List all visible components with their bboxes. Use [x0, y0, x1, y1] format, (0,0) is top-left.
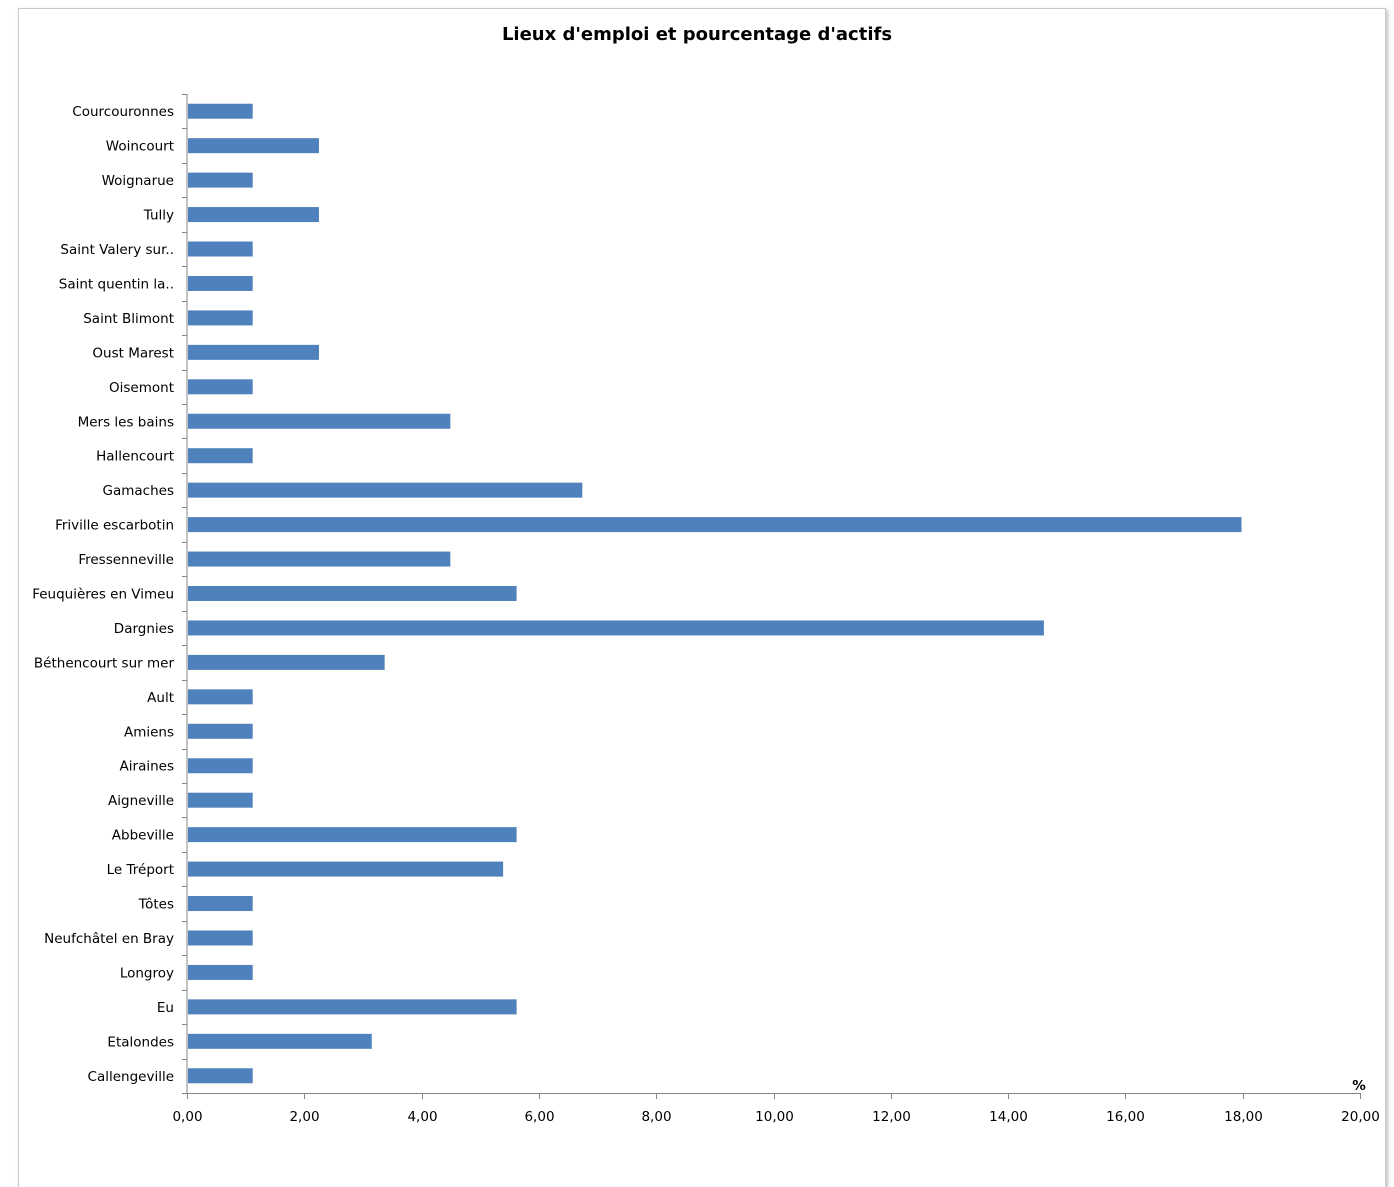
- bar: [188, 517, 1242, 533]
- bar: [188, 827, 517, 843]
- category-label: Hallencourt: [96, 449, 174, 465]
- category-label: Mers les bains: [78, 414, 174, 430]
- bar: [188, 310, 253, 326]
- bar: [188, 792, 253, 808]
- category-label: Friville escarbotin: [55, 518, 174, 534]
- category-label: Dargnies: [114, 621, 174, 637]
- category-label: Ault: [147, 690, 174, 706]
- category-label: Le Tréport: [107, 862, 174, 878]
- x-axis-unit-label: %: [1352, 1078, 1366, 1094]
- x-tick-label: 0,00: [172, 1109, 202, 1125]
- bar: [188, 586, 517, 601]
- x-tick-label: 8,00: [641, 1109, 671, 1125]
- category-label: Abbeville: [112, 828, 174, 844]
- category-label: Oisemont: [109, 380, 174, 396]
- bar: [188, 723, 253, 739]
- x-tick-label: 12,00: [872, 1109, 911, 1125]
- category-label: Courcouronnes: [72, 104, 174, 120]
- category-label: Neufchâtel en Bray: [44, 931, 174, 947]
- category-label: Oust Marest: [92, 345, 174, 361]
- category-label: Feuquières en Vimeu: [32, 587, 174, 603]
- chart-title: Lieux d'emploi et pourcentage d'actifs: [501, 24, 893, 45]
- category-label: Tully: [143, 208, 174, 224]
- category-label: Fressenneville: [78, 552, 174, 568]
- bar: [188, 379, 253, 395]
- bar: [188, 964, 253, 980]
- bar: [188, 207, 319, 223]
- bars-group: [188, 103, 1242, 1084]
- category-label: Airaines: [120, 759, 174, 775]
- category-label: Longroy: [120, 965, 174, 981]
- category-label: Callengeville: [88, 1069, 174, 1085]
- x-tick-label: 2,00: [289, 1109, 319, 1125]
- bar: [188, 413, 451, 429]
- category-labels-group: Courcouronnes Woincourt Woignarue Tully Sain…: [32, 104, 174, 1085]
- axes-group: [182, 94, 1361, 1099]
- bar: [188, 241, 253, 257]
- bar: [188, 620, 1044, 636]
- category-label: Saint Blimont: [83, 311, 174, 327]
- category-label: Woignarue: [102, 173, 174, 189]
- bar: [188, 689, 253, 705]
- category-label: Tôtes: [138, 897, 174, 913]
- bar: [188, 275, 253, 291]
- bar: [188, 654, 385, 670]
- x-tick-label: 20,00: [1341, 1109, 1380, 1125]
- x-tick-label: 16,00: [1106, 1109, 1145, 1125]
- x-tick-label: 10,00: [755, 1109, 794, 1125]
- bar: [188, 758, 253, 774]
- category-label: Béthencourt sur mer: [34, 655, 175, 671]
- x-tick-label: 18,00: [1224, 1109, 1263, 1125]
- bar: [188, 999, 517, 1015]
- category-label: Aigneville: [108, 793, 174, 809]
- x-tick-label: 14,00: [989, 1109, 1028, 1125]
- category-label: Etalondes: [107, 1034, 174, 1050]
- bar: [188, 103, 253, 119]
- bar: [188, 896, 253, 912]
- x-tick-label: 4,00: [407, 1109, 437, 1125]
- category-label: Saint quentin la..: [59, 276, 174, 292]
- category-label: Saint Valery sur..: [60, 242, 174, 258]
- bar: [188, 448, 253, 464]
- category-label: Gamaches: [103, 483, 174, 499]
- bar: [188, 861, 504, 877]
- bar: [188, 344, 319, 360]
- bar: [188, 551, 451, 567]
- x-tick-label: 6,00: [524, 1109, 554, 1125]
- tick-labels-group: 0,00 2,00 4,00 6,00 8,00 10,00 12,00 14,00 16,00…: [172, 1078, 1379, 1125]
- bar: [188, 1033, 372, 1049]
- bar: [188, 482, 583, 498]
- bar: [188, 138, 319, 154]
- bar: [188, 930, 253, 946]
- bar: [188, 172, 253, 188]
- category-label: Amiens: [124, 724, 174, 740]
- bar: [188, 1068, 253, 1084]
- category-label: Woincourt: [106, 139, 174, 155]
- category-label: Eu: [157, 1000, 174, 1016]
